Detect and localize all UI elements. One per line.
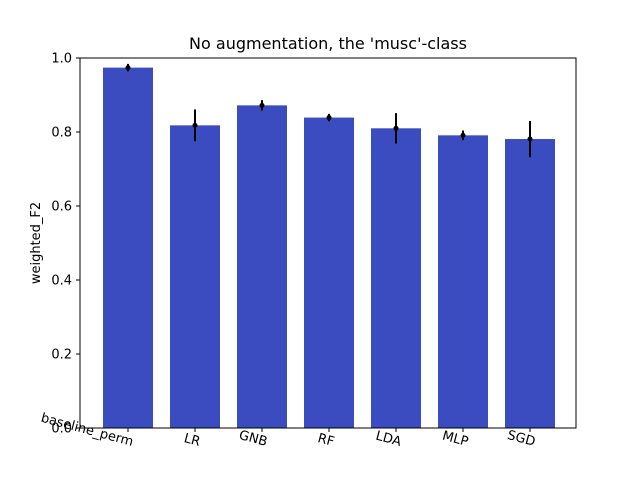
error-bars-group <box>125 63 533 158</box>
bar-SGD <box>505 139 555 428</box>
y-tick-label: 0.0 <box>51 422 72 437</box>
y-tick-label: 0.4 <box>51 274 72 289</box>
chart-title: No augmentation, the 'musc'-class <box>189 34 467 53</box>
error-point-baseline_perm <box>125 65 131 71</box>
x-tick-label: GNB <box>237 428 269 450</box>
y-tick-label: 0.8 <box>51 126 72 141</box>
error-point-GNB <box>259 102 265 108</box>
y-axis-ticks: 0.0 0.2 0.4 0.6 0.8 1.0 <box>51 52 80 437</box>
bar-baseline_perm <box>103 67 153 429</box>
bar-LDA <box>371 128 421 429</box>
y-tick-label: 0.6 <box>51 200 72 215</box>
error-point-LR <box>192 122 198 128</box>
x-tick-label: SGD <box>506 428 537 450</box>
bar-RF <box>304 117 354 428</box>
plot-frame <box>79 57 577 429</box>
x-tick-label: LDA <box>374 429 403 450</box>
bar-LR <box>170 125 220 428</box>
bar-MLP <box>438 135 488 428</box>
error-point-SGD <box>527 136 533 142</box>
bar-GNB <box>237 105 287 429</box>
error-point-MLP <box>460 132 466 138</box>
x-tick-label: RF <box>316 431 336 450</box>
x-tick-label: MLP <box>441 429 470 450</box>
error-point-LDA <box>393 125 399 131</box>
error-point-RF <box>326 115 332 121</box>
bars-group <box>103 67 555 429</box>
y-tick-label: 1.0 <box>51 52 72 67</box>
y-axis-label: weighted_F2 <box>29 202 44 284</box>
y-tick-label: 0.2 <box>51 348 72 363</box>
x-tick-label: LR <box>182 431 202 450</box>
